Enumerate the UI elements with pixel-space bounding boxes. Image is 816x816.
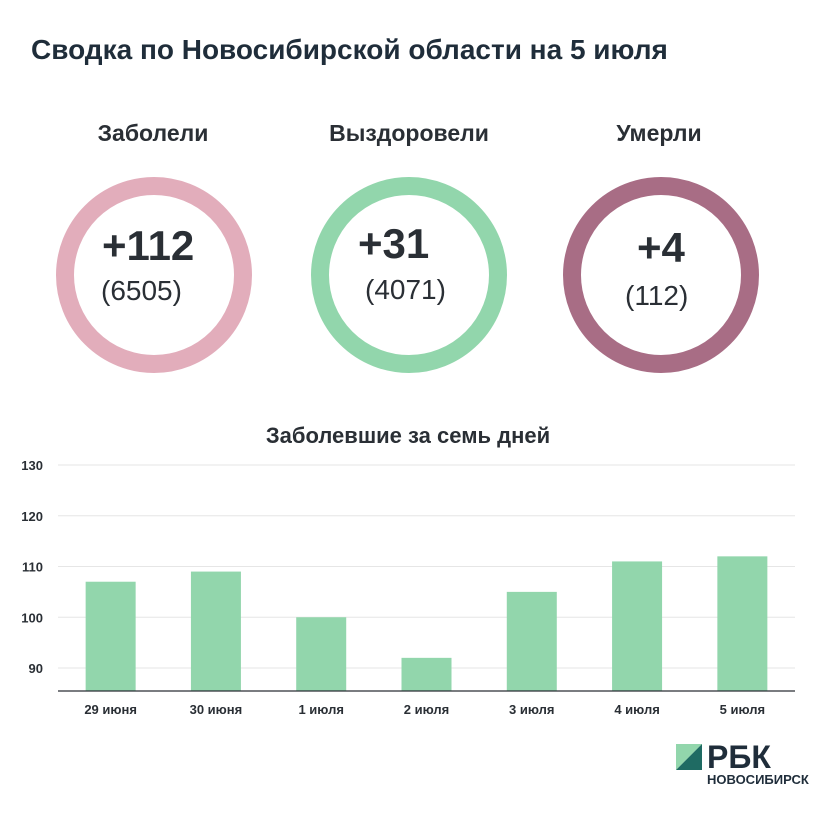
stat-title-infected: Заболели	[97, 120, 209, 146]
recovered-total: (4071)	[365, 274, 446, 305]
y-tick-label: 90	[29, 661, 43, 676]
x-tick-label: 1 июля	[298, 702, 343, 717]
bar	[506, 591, 557, 691]
y-tick-label: 100	[21, 610, 43, 625]
stat-title-recovered: Выздоровели	[329, 120, 489, 146]
rbc-logo-icon	[676, 744, 702, 770]
x-tick-label: 3 июля	[509, 702, 554, 717]
y-tick-label: 130	[21, 458, 43, 473]
deaths-ring	[563, 177, 759, 373]
chart-title: Заболевшие за семь дней	[265, 423, 551, 448]
x-tick-label: 29 июня	[84, 702, 137, 717]
deaths-delta: +4	[637, 224, 685, 271]
recovered-delta: +31	[358, 220, 430, 267]
logo-text: РБК	[707, 739, 771, 775]
infected-delta: +112	[102, 222, 195, 269]
x-tick-label: 5 июля	[720, 702, 765, 717]
bar	[717, 556, 768, 691]
x-tick-label: 4 июля	[614, 702, 659, 717]
stat-title-deaths: Умерли	[616, 120, 702, 146]
y-tick-label: 120	[21, 509, 43, 524]
logo-subtitle: НОВОСИБИРСК	[707, 772, 809, 787]
y-tick-label: 110	[22, 560, 43, 575]
bar	[85, 581, 136, 691]
x-tick-label: 2 июля	[404, 702, 449, 717]
deaths-total: (112)	[625, 280, 689, 311]
page-title: Сводка по Новосибирской области на 5 июл…	[31, 34, 668, 65]
bar	[401, 657, 452, 691]
bar	[190, 571, 241, 691]
bar	[612, 561, 663, 691]
bar	[296, 617, 347, 691]
x-tick-label: 30 июня	[190, 702, 243, 717]
infected-total: (6505)	[101, 275, 182, 306]
bar-chart: 90 100 110 120 130 29 июня 30 июня 1 июля 2 июля…	[21, 458, 795, 717]
